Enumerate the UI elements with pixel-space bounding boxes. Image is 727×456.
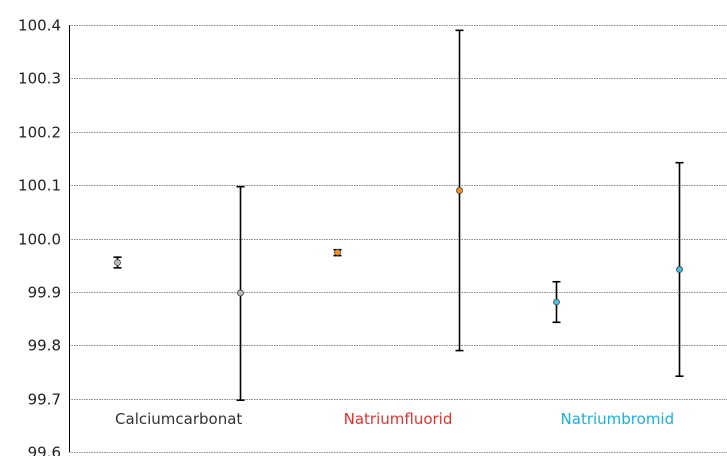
data-point	[114, 259, 121, 266]
y-tick-label: 100.4	[18, 17, 61, 35]
category-labels: Calciumcarbonat Natriumfluorid Natriumbrom…	[115, 410, 674, 428]
y-tick-label: 100.1	[18, 177, 61, 195]
y-tick-label: 99.6	[28, 444, 61, 456]
y-tick-label: 99.8	[28, 337, 61, 355]
gridlines	[69, 25, 727, 453]
category-label: Natriumbromid	[561, 410, 675, 428]
y-tick-label: 99.7	[28, 391, 61, 409]
category-label: Natriumfluorid	[344, 410, 453, 428]
data-point	[553, 298, 560, 306]
data-point	[334, 248, 341, 256]
data-point	[456, 187, 463, 194]
y-tick-label: 100.3	[18, 70, 61, 88]
y-axis-tick-labels: 99.6 99.7 99.8 99.9 100.0 100.1 100.2 100.3 100.…	[18, 17, 61, 456]
y-tick-label: 100.0	[18, 231, 61, 249]
y-tick-label: 99.9	[28, 284, 61, 302]
category-label: Calciumcarbonat	[115, 410, 242, 428]
data-point	[676, 266, 683, 273]
data-point	[237, 289, 244, 297]
y-tick-label: 100.2	[18, 124, 61, 142]
error-bar-points	[113, 29, 684, 402]
